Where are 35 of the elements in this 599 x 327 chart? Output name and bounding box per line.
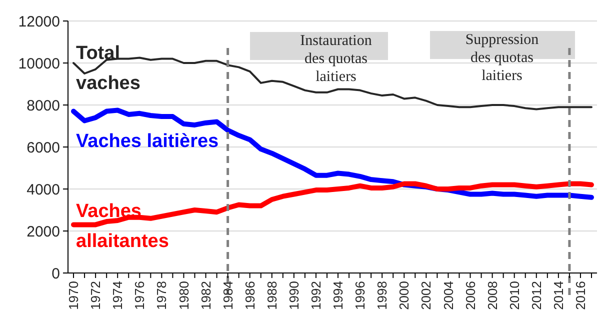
y-tick-label: 12000: [18, 13, 60, 30]
y-tick-label: 8000: [26, 97, 60, 114]
x-tick-label: 1994: [330, 281, 346, 310]
x-tick-label: 1986: [242, 281, 258, 310]
x-tick-label: 1976: [132, 281, 148, 310]
x-tick-label: 1992: [308, 281, 324, 310]
y-tick-label: 4000: [26, 181, 60, 198]
x-tick-label: 1998: [374, 281, 390, 310]
x-tick-label: 2014: [550, 281, 566, 310]
x-tick-label: 1970: [66, 281, 82, 310]
y-tick-label: 0: [52, 265, 60, 282]
annotation: Suppression des quotas laitiers: [465, 32, 540, 84]
x-tick-label: 2002: [418, 281, 434, 310]
x-tick-label: 1978: [154, 281, 170, 310]
x-tick-label: 1982: [198, 281, 214, 310]
annotation: Instauration des quotas laitiers: [300, 33, 372, 85]
x-tick-label: 2010: [506, 281, 522, 310]
x-tick-label: 1980: [176, 281, 192, 310]
x-tick-label: 2008: [484, 281, 500, 310]
x-tick-label: 1974: [110, 281, 126, 310]
x-tick-label: 2004: [440, 281, 456, 310]
x-tick-label: 1996: [352, 281, 368, 310]
series-label: Vaches laitières: [76, 131, 219, 152]
x-tick-label: 2012: [528, 281, 544, 310]
y-tick-label: 6000: [26, 139, 60, 156]
x-tick-label: 1984: [220, 281, 236, 310]
y-tick-label: 10000: [18, 55, 60, 72]
x-tick-label: 1990: [286, 281, 302, 310]
x-tick-label: 2006: [462, 281, 478, 310]
x-tick-label: 1988: [264, 281, 280, 310]
x-tick-label: 1972: [88, 281, 104, 310]
x-tick-label: 2000: [396, 281, 412, 310]
x-tick-label: 2016: [573, 281, 588, 310]
y-tick-label: 2000: [26, 223, 60, 240]
series-label: Total vaches: [76, 43, 140, 94]
